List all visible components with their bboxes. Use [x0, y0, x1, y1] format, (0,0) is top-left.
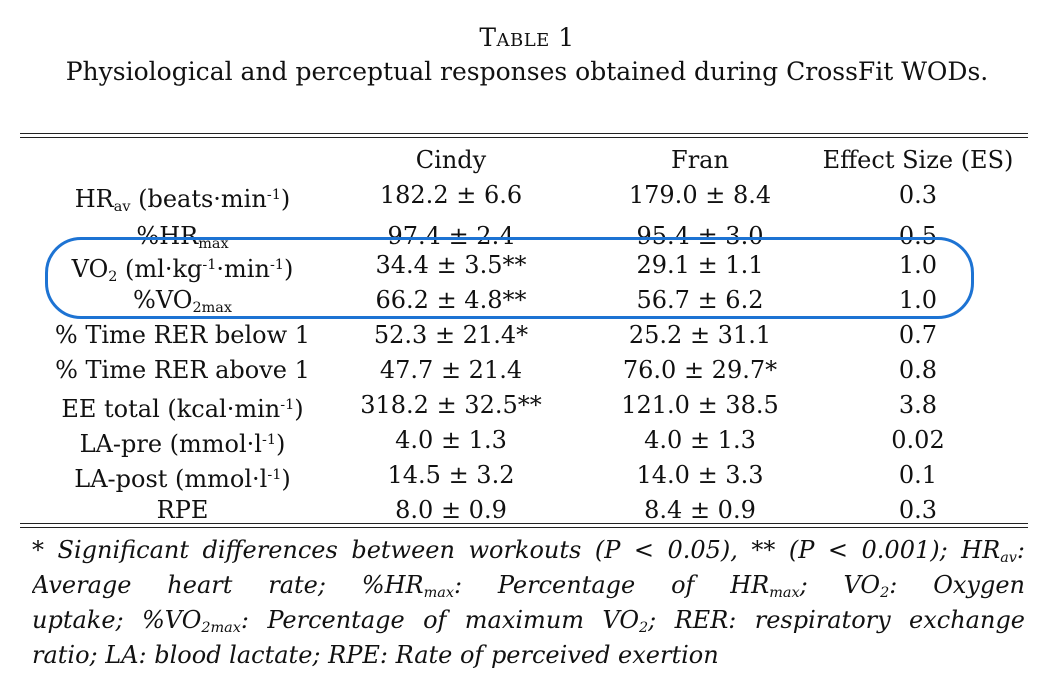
- fran-value: 29.1 ± 1.1: [636, 251, 764, 279]
- row-label: LA-post (mmol·l-1): [74, 465, 291, 493]
- effect-size-value: 3.8: [898, 391, 938, 419]
- fran-value: 14.0 ± 3.3: [636, 461, 764, 489]
- cindy-value: 8.0 ± 0.9: [395, 496, 507, 524]
- effect-size-value: 0.1: [898, 461, 938, 489]
- effect-size-value: 0.5: [898, 222, 938, 248]
- header-cindy: Cindy: [415, 146, 487, 174]
- table-label: Table 1: [479, 23, 575, 52]
- table-footnote: * Significant differences between workou…: [32, 533, 1025, 673]
- cindy-value: 97.4 ± 2.4: [387, 222, 515, 248]
- fran-value: 25.2 ± 31.1: [628, 321, 772, 349]
- effect-size-value: 0.7: [898, 321, 938, 349]
- row-label: % Time RER above 1: [55, 356, 310, 384]
- header-effect-size: Effect Size (ES): [822, 146, 1014, 174]
- row-label: %HRmax: [136, 222, 229, 248]
- table-row: % Time RER above 1 47.7 ± 21.4 76.0 ± 29…: [0, 353, 1054, 388]
- fran-value: 179.0 ± 8.4: [628, 181, 772, 209]
- cindy-value: 52.3 ± 21.4*: [373, 321, 529, 349]
- row-label: VO2 (ml·kg-1·min-1): [71, 255, 294, 285]
- fran-value: 4.0 ± 1.3: [644, 426, 756, 454]
- row-label: LA-pre (mmol·l-1): [79, 430, 286, 458]
- header-fran: Fran: [671, 146, 729, 174]
- fran-value: 121.0 ± 38.5: [621, 391, 779, 419]
- fran-value: 95.4 ± 3.0: [636, 222, 764, 248]
- top-rule: [20, 133, 1028, 134]
- table-row: % Time RER below 1 52.3 ± 21.4* 25.2 ± 3…: [0, 318, 1054, 353]
- top-rule-double: [20, 137, 1028, 138]
- table-row: VO2 (ml·kg-1·min-1) 34.4 ± 3.5** 29.1 ± …: [0, 248, 1054, 285]
- cindy-value: 34.4 ± 3.5**: [375, 251, 527, 279]
- footnote-line: * Significant differences between workou…: [32, 536, 1025, 566]
- table-row: HRav (beats·min-1) 182.2 ± 6.6 179.0 ± 8…: [0, 178, 1054, 215]
- data-table: Cindy Fran Effect Size (ES) HRav (beats·…: [0, 143, 1054, 528]
- effect-size-value: 1.0: [898, 251, 938, 279]
- table-row: EE total (kcal·min-1) 318.2 ± 32.5** 121…: [0, 388, 1054, 423]
- bottom-rule: [20, 523, 1028, 524]
- table-row: LA-post (mmol·l-1) 14.5 ± 3.2 14.0 ± 3.3…: [0, 458, 1054, 493]
- fran-value: 76.0 ± 29.7*: [622, 356, 778, 384]
- table-row: %HRmax 97.4 ± 2.4 95.4 ± 3.0 0.5: [0, 213, 1054, 248]
- cindy-value: 182.2 ± 6.6: [379, 181, 523, 209]
- row-label: RPE: [156, 496, 209, 524]
- fran-value: 56.7 ± 6.2: [636, 286, 764, 314]
- table-title: Physiological and perceptual responses o…: [65, 57, 989, 86]
- cindy-value: 4.0 ± 1.3: [395, 426, 507, 454]
- table-row: LA-pre (mmol·l-1) 4.0 ± 1.3 4.0 ± 1.3 0.…: [0, 423, 1054, 458]
- footnote-line: ratio; LA: blood lactate; RPE: Rate of p…: [32, 641, 719, 669]
- footnote-line: uptake; %VO2max: Percentage of maximum V…: [32, 606, 1025, 636]
- effect-size-value: 0.02: [891, 426, 945, 454]
- table-row: RPE 8.0 ± 0.9 8.4 ± 0.9 0.3: [0, 493, 1054, 528]
- row-label: HRav (beats·min-1): [74, 185, 291, 215]
- cindy-value: 66.2 ± 4.8**: [375, 286, 527, 314]
- bottom-rule-double: [20, 527, 1028, 528]
- row-label: % Time RER below 1: [54, 321, 311, 349]
- table-row: %VO2max 66.2 ± 4.8** 56.7 ± 6.2 1.0: [0, 283, 1054, 318]
- cindy-value: 14.5 ± 3.2: [387, 461, 515, 489]
- effect-size-value: 0.8: [898, 356, 938, 384]
- effect-size-value: 0.3: [898, 181, 938, 209]
- cindy-value: 318.2 ± 32.5**: [360, 391, 542, 419]
- effect-size-value: 1.0: [898, 286, 938, 314]
- footnote-line: Average heart rate; %HRmax: Percentage o…: [32, 571, 1025, 601]
- fran-value: 8.4 ± 0.9: [644, 496, 756, 524]
- cindy-value: 47.7 ± 21.4: [379, 356, 523, 384]
- effect-size-value: 0.3: [898, 496, 938, 524]
- row-label: EE total (kcal·min-1): [61, 395, 304, 423]
- table-header-row: Cindy Fran Effect Size (ES): [0, 143, 1054, 178]
- row-label: %VO2max: [133, 286, 232, 316]
